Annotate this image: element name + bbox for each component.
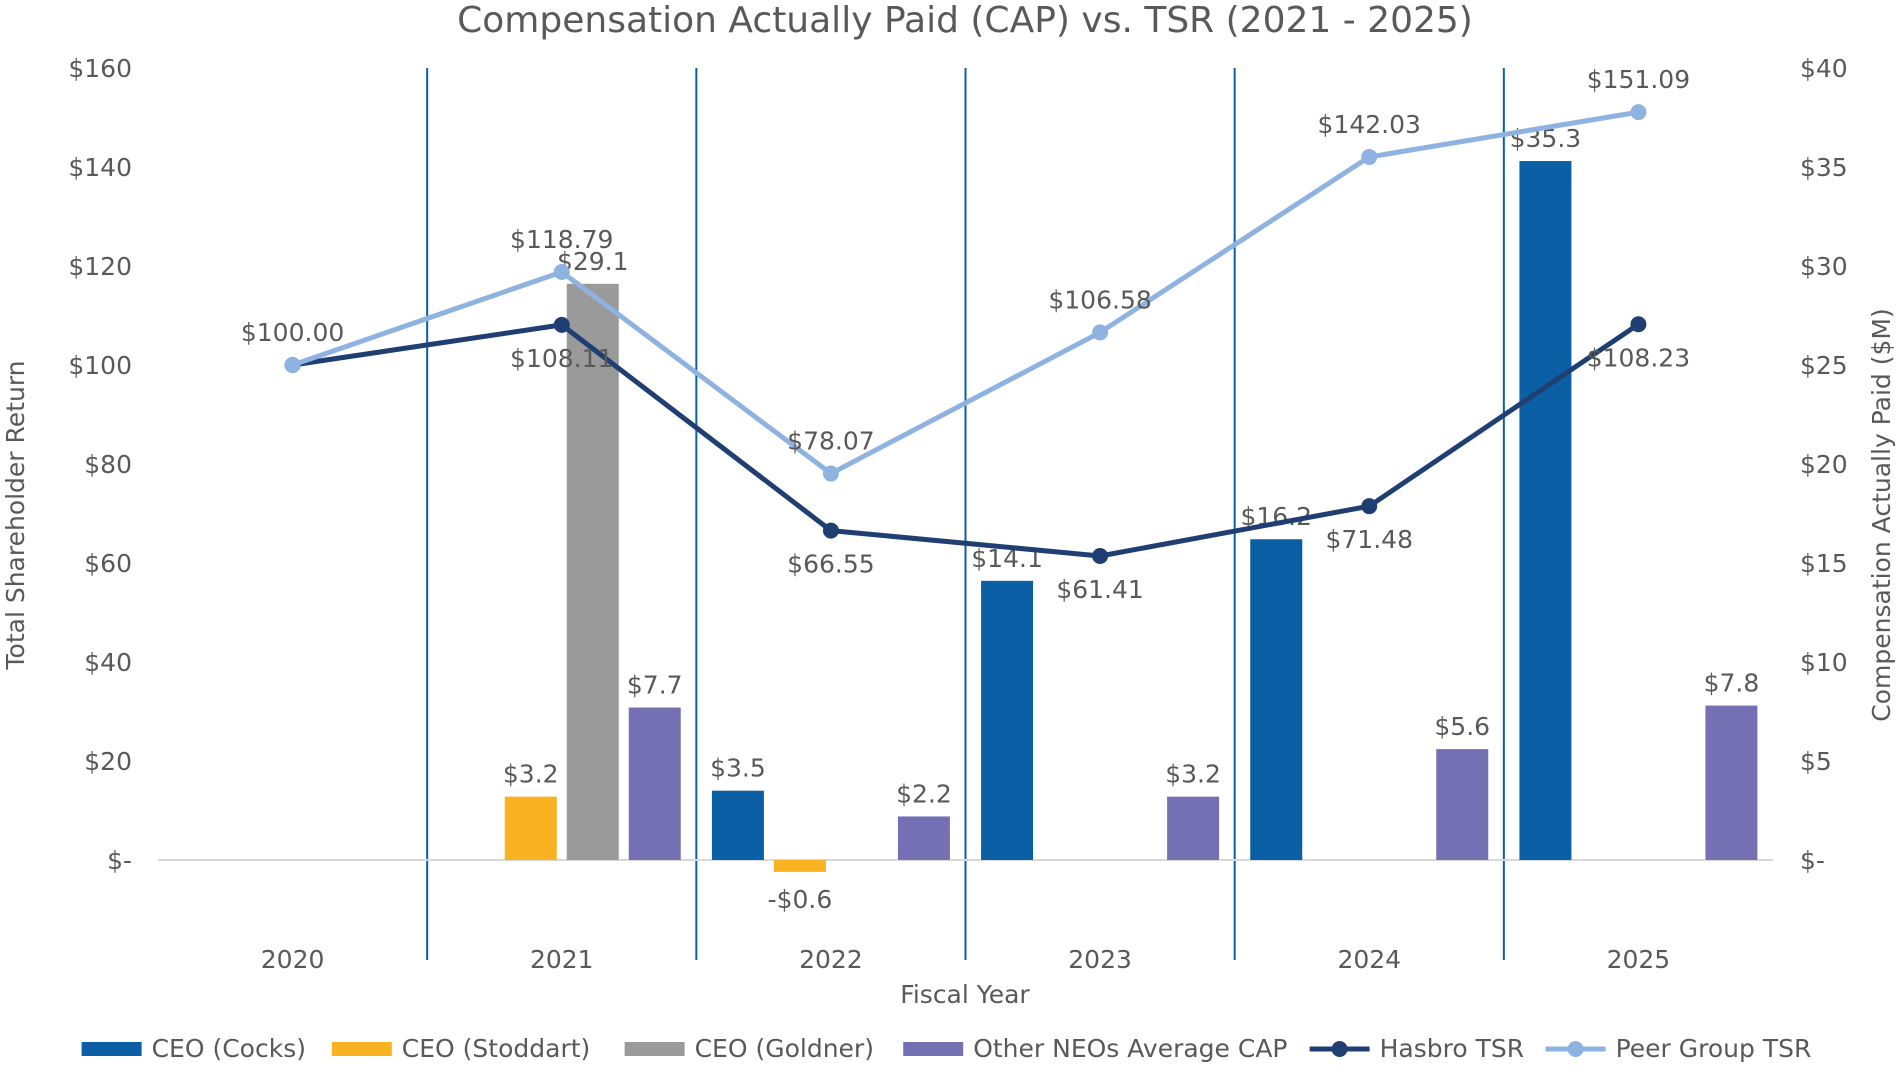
y-axis-left-title: Total Shareholder Return [1, 361, 30, 671]
bar [1705, 705, 1758, 860]
series-point [553, 263, 570, 280]
left-tick-label: $140 [68, 153, 132, 182]
right-tick-label: $- [1800, 846, 1825, 875]
right-axis: $- $5 $10 $15 $20 $25 $30 $35 $40 [1800, 54, 1848, 875]
bar [711, 790, 764, 860]
series-point [553, 316, 570, 333]
left-tick-label: $160 [68, 54, 132, 83]
line-value-label: $106.58 [1048, 285, 1151, 314]
line-value-label: $78.07 [787, 427, 874, 456]
category-label: 2022 [799, 945, 863, 974]
legend-marker [1567, 1041, 1584, 1057]
bar [981, 580, 1034, 860]
bar-value-label: -$0.6 [768, 885, 833, 914]
series-point [1092, 324, 1109, 341]
bar-value-label: $3.2 [503, 760, 559, 789]
bar-value-label: $3.5 [710, 754, 766, 783]
bar-value-label: $5.6 [1434, 712, 1490, 741]
bar [1250, 539, 1303, 860]
left-tick-label: $20 [84, 747, 132, 776]
bar [504, 796, 557, 860]
right-tick-label: $5 [1800, 747, 1832, 776]
legend-label: CEO (Stoddart) [402, 1034, 591, 1063]
right-tick-label: $30 [1800, 252, 1848, 281]
series-line [292, 322, 1640, 559]
series-point [1630, 316, 1647, 333]
legend-label: CEO (Cocks) [152, 1034, 306, 1063]
series-point [1361, 498, 1378, 515]
left-tick-label: $40 [84, 648, 132, 677]
category-label: 2023 [1068, 945, 1132, 974]
line-value-label: $71.48 [1326, 525, 1413, 554]
category-label: 2024 [1337, 945, 1401, 974]
legend-swatch [81, 1042, 142, 1056]
legend-swatch [331, 1042, 392, 1056]
series-point [284, 357, 301, 373]
left-tick-label: $60 [84, 549, 132, 578]
bar [566, 283, 619, 860]
bar [1436, 749, 1489, 860]
line-value-label: $151.09 [1587, 65, 1690, 94]
line-value-label: $108.11 [510, 344, 613, 373]
bar [1167, 796, 1220, 860]
legend-label: CEO (Goldner) [695, 1034, 874, 1063]
right-tick-label: $35 [1800, 153, 1848, 182]
line-value-label: $118.79 [510, 225, 613, 254]
category-label: 2025 [1607, 945, 1671, 974]
legend-label: Hasbro TSR [1380, 1034, 1525, 1063]
legend: CEO (Cocks) CEO (Stoddart) CEO (Goldner) Ot… [81, 1034, 1812, 1063]
line-value-label: $61.41 [1056, 575, 1143, 604]
category-label: 2021 [530, 945, 594, 974]
bar [897, 816, 950, 860]
right-tick-label: $20 [1800, 450, 1848, 479]
left-axis: $- $20 $40 $60 $80 $100 $120 $140 $160 [68, 54, 132, 875]
series-point [822, 522, 839, 539]
category-label: 2020 [261, 945, 325, 974]
y-axis-right-title: Compensation Actually Paid ($M) [1867, 308, 1896, 721]
right-tick-label: $10 [1800, 648, 1848, 677]
year-separators [426, 68, 1505, 960]
bar-value-label: $2.2 [896, 779, 952, 808]
bar-value-label: $3.2 [1165, 760, 1221, 789]
left-tick-label: $80 [84, 450, 132, 479]
right-tick-label: $25 [1800, 351, 1848, 380]
series-point [1630, 104, 1647, 121]
right-tick-label: $15 [1800, 549, 1848, 578]
bar [1519, 161, 1572, 860]
legend-swatch [903, 1042, 964, 1056]
tsr-lines: $108.11 $66.55 $61.41 $71.48 $108.23 $100.00 $… [241, 65, 1690, 604]
legend-swatch [624, 1042, 685, 1056]
chart-title: Compensation Actually Paid (CAP) vs. TSR… [457, 0, 1473, 41]
legend-marker [1331, 1041, 1348, 1057]
bar-value-label: $7.8 [1704, 669, 1760, 698]
x-axis-title: Fiscal Year [900, 980, 1030, 1009]
bar-value-label: $7.7 [627, 671, 683, 700]
line-value-label: $142.03 [1318, 110, 1421, 139]
series-point [822, 465, 839, 482]
series-point [1361, 148, 1378, 165]
bar [773, 860, 826, 872]
left-tick-label: $- [107, 846, 132, 875]
left-tick-label: $100 [68, 351, 132, 380]
bars: $3.2$29.1$7.7$3.5-$0.6$2.2$14.1$3.2$16.2… [503, 124, 1759, 914]
line-value-label: $108.23 [1587, 343, 1690, 372]
legend-label: Other NEOs Average CAP [973, 1034, 1287, 1063]
left-tick-label: $120 [68, 252, 132, 281]
series-point [1092, 548, 1109, 565]
line-value-label: $66.55 [787, 550, 874, 579]
line-value-label: $100.00 [241, 318, 344, 347]
legend-label: Peer Group TSR [1616, 1034, 1812, 1063]
series-line [291, 109, 1639, 477]
bar [628, 707, 681, 860]
right-tick-label: $40 [1800, 54, 1848, 83]
x-axis-categories: 2020 2021 2022 2023 2024 2025 [261, 945, 1670, 974]
